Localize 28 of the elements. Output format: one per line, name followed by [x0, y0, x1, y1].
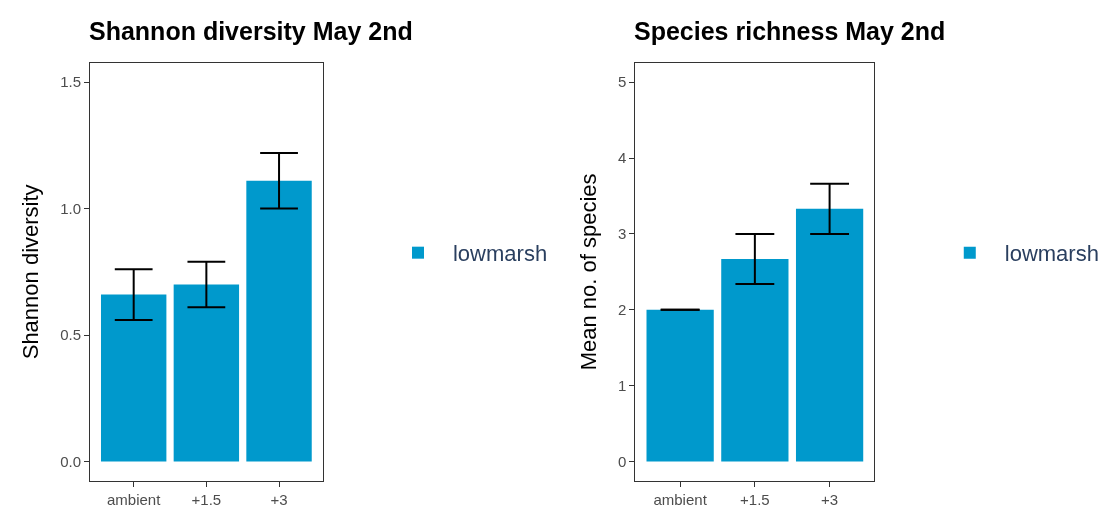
y-tick-label: 1	[617, 376, 627, 394]
y-tick-label: 5	[617, 73, 627, 91]
bar	[721, 258, 789, 462]
bar	[173, 284, 240, 462]
y-tick-label: 1.0	[60, 199, 82, 217]
y-tick-label: 2	[617, 301, 627, 319]
bar	[246, 180, 312, 462]
y-axis-title: Shannon diversity	[18, 184, 44, 360]
y-tick-label: 1.5	[60, 73, 82, 91]
y-axis-title: Mean no. of species	[575, 173, 601, 371]
legend-label: lowmarsh	[452, 241, 548, 267]
y-tick-label: 4	[617, 149, 627, 167]
x-tick-label: +3	[270, 490, 288, 508]
y-tick-label: 0.0	[60, 452, 82, 470]
y-tick-label: 3	[617, 225, 627, 243]
bar	[646, 309, 714, 462]
chart-title: Shannon diversity May 2nd	[89, 17, 413, 45]
x-tick-label: +3	[821, 490, 839, 508]
chart-title: Species richness May 2nd	[634, 17, 946, 45]
y-tick-label: 0	[617, 452, 627, 470]
x-tick-label: ambient	[653, 490, 708, 508]
x-tick-label: ambient	[107, 490, 162, 508]
x-tick-label: +1.5	[191, 490, 222, 508]
bar	[100, 294, 167, 462]
x-tick-label: +1.5	[740, 490, 770, 508]
legend-label: lowmarsh	[1004, 241, 1099, 267]
y-tick-label: 0.5	[60, 326, 82, 344]
bar	[795, 208, 864, 462]
